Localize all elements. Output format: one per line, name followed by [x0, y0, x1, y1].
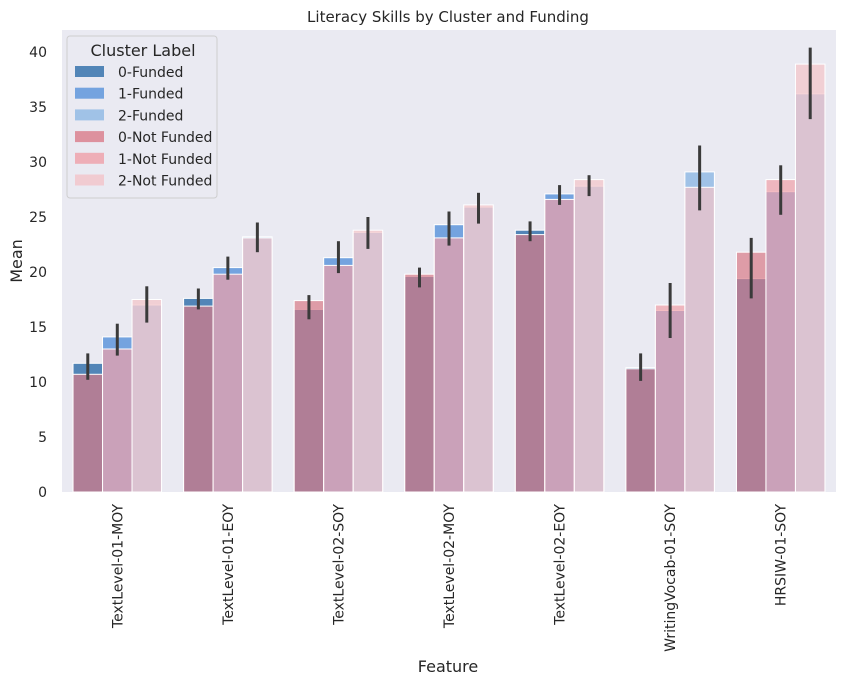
legend: Cluster Label 0-Funded 1-Funded 2-Funded 0-…: [66, 35, 218, 199]
y-tick-label-5: 25: [29, 210, 47, 226]
x-tick-label-2: TextLevel-02-SOY: [331, 504, 347, 626]
legend-label-3: 0-Not Funded: [118, 130, 212, 146]
y-tick-label-7: 35: [29, 100, 47, 116]
legend-title: Cluster Label: [90, 41, 195, 60]
y-tick-label-8: 40: [29, 45, 47, 61]
bar-1-not-funded-4: [544, 198, 575, 493]
legend-label-5: 2-Not Funded: [118, 174, 212, 190]
bar-1-not-funded-1: [212, 273, 244, 493]
legend-swatch-0: [75, 66, 104, 77]
bar-1-not-funded-0: [102, 348, 133, 493]
legend-swatch-5: [75, 174, 104, 186]
x-tick-label-6: HRSIW-01-SOY: [774, 504, 790, 607]
bar-2-not-funded-0: [131, 299, 163, 493]
x-tick-label-1: TextLevel-01-EOY: [221, 504, 237, 626]
bar-0-not-funded-0: [72, 373, 104, 493]
bars-group: [72, 63, 826, 493]
y-tick-label-3: 15: [29, 320, 47, 336]
legend-swatch-3: [75, 131, 104, 143]
bar-0-not-funded-5: [625, 368, 656, 493]
bar-2-not-funded-3: [463, 204, 494, 493]
legend-swatch-4: [75, 152, 104, 164]
legend-frame: [66, 35, 218, 199]
bar-2-not-funded-2: [352, 229, 384, 493]
y-tick-label-6: 30: [29, 155, 47, 171]
x-axis: TextLevel-01-MOY TextLevel-01-EOY TextLeve…: [110, 504, 789, 652]
bar-2-not-funded-1: [242, 237, 273, 493]
x-tick-label-0: TextLevel-01-MOY: [110, 504, 126, 630]
bar-0-not-funded-1: [183, 305, 214, 493]
legend-label-1: 1-Funded: [118, 87, 183, 103]
chart-title: Literacy Skills by Cluster and Funding: [307, 8, 589, 26]
y-axis: 0 5 10 15 20 25 30 35 40: [29, 45, 47, 501]
legend-swatch-1: [75, 87, 104, 99]
bar-0-not-funded-4: [514, 234, 546, 493]
x-axis-title: Feature: [418, 657, 478, 676]
legend-label-0: 0-Funded: [118, 65, 183, 81]
x-tick-label-5: WritingVocab-01-SOY: [663, 504, 679, 652]
y-tick-label-2: 10: [29, 375, 47, 391]
x-tick-label-3: TextLevel-02-MOY: [442, 504, 458, 630]
bar-2-not-funded-4: [573, 179, 605, 493]
y-tick-label-0: 0: [38, 485, 47, 501]
y-tick-label-1: 5: [38, 430, 47, 446]
bar-2-not-funded-6: [794, 63, 826, 493]
bar-2-not-funded-5: [684, 186, 715, 493]
y-axis-title: Mean: [7, 239, 26, 283]
bar-1-not-funded-6: [765, 179, 796, 493]
legend-swatch-2: [75, 109, 104, 121]
bar-0-not-funded-2: [293, 300, 325, 493]
bar-1-not-funded-2: [323, 264, 354, 493]
bar-0-not-funded-3: [404, 273, 435, 493]
legend-label-2: 2-Funded: [118, 108, 183, 124]
error-bars-group: [86, 47, 812, 381]
y-tick-label-4: 20: [29, 265, 47, 281]
bar-1-not-funded-3: [433, 237, 465, 493]
legend-label-4: 1-Not Funded: [118, 152, 212, 168]
x-tick-label-4: TextLevel-02-EOY: [553, 504, 569, 626]
